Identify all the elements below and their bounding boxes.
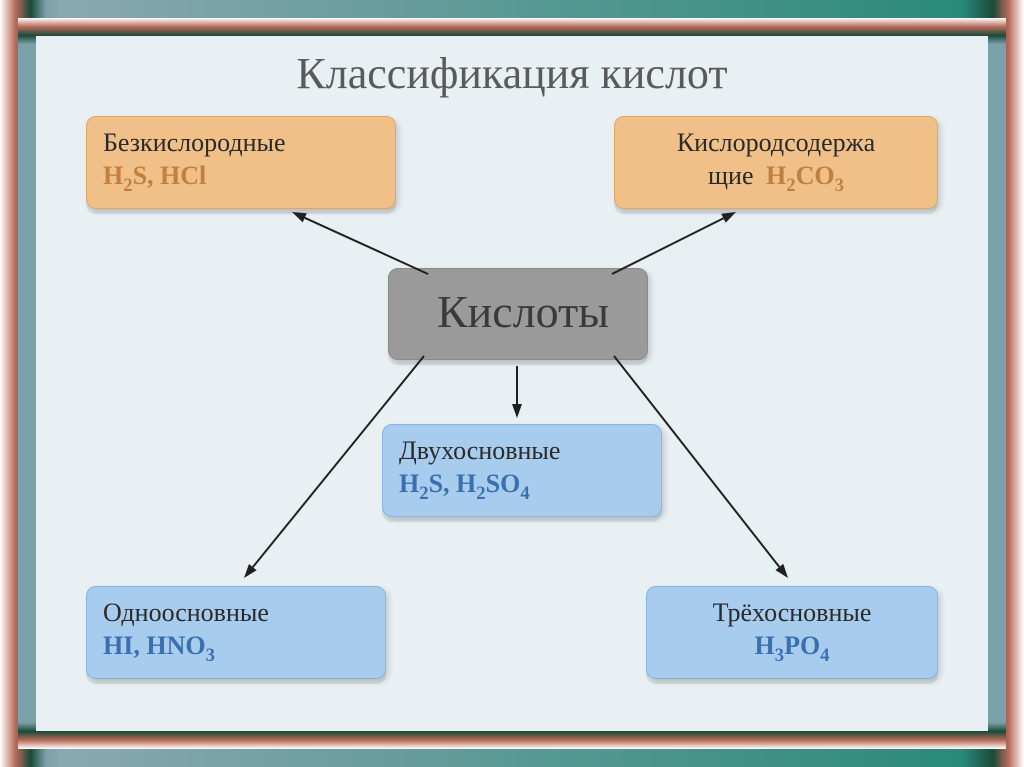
- node-oxygen-containing-formula: H2CO3: [766, 161, 844, 190]
- node-dibasic-formula: H2S, H2SO4: [399, 468, 645, 505]
- node-oxygen-free-label: Безкислородные: [103, 127, 379, 160]
- node-center: Кислоты: [388, 268, 648, 360]
- node-dibasic-label: Двухосновные: [399, 435, 645, 468]
- arrow-center-to-oxygen_free: [292, 212, 428, 274]
- node-center-label: Кислоты: [437, 286, 609, 337]
- node-tribasic: Трёхосновные H3PO4: [646, 586, 938, 679]
- node-oxygen-free: Безкислородные H2S, HCl: [86, 116, 396, 209]
- node-monobasic: Одноосновные HI, HNO3: [86, 586, 386, 679]
- slide-canvas: Классификация кислот Кислоты Безкислород…: [36, 36, 988, 731]
- node-tribasic-label: Трёхосновные: [663, 597, 921, 630]
- slide-title: Классификация кислот: [36, 48, 988, 99]
- node-dibasic: Двухосновные H2S, H2SO4: [382, 424, 662, 517]
- node-oxygen-free-formula: H2S, HCl: [103, 160, 379, 197]
- node-tribasic-formula: H3PO4: [663, 630, 921, 667]
- arrow-center-to-dibasic: [512, 366, 522, 418]
- arrow-center-to-oxygen_containing: [612, 212, 736, 274]
- node-monobasic-label: Одноосновные: [103, 597, 369, 630]
- node-monobasic-formula: HI, HNO3: [103, 630, 369, 667]
- node-oxygen-containing: Кислородсодержащие H2CO3: [614, 116, 938, 209]
